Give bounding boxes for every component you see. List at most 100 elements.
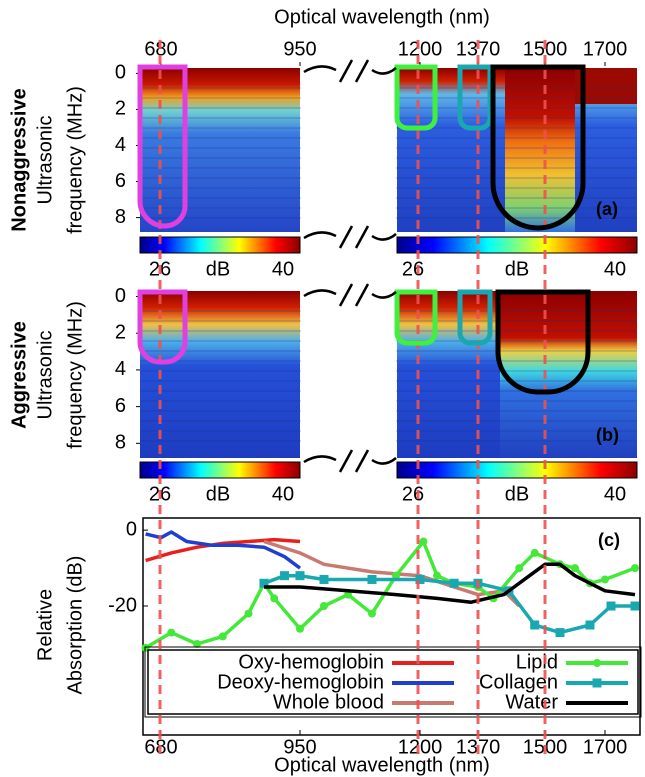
marker bbox=[368, 609, 376, 618]
y-axis-title: Ultrasonic bbox=[34, 116, 56, 205]
heatmap-image bbox=[500, 291, 637, 458]
colorbar-tick-label: 40 bbox=[604, 483, 626, 505]
legend-marker bbox=[593, 659, 601, 667]
y-tick-label: -20 bbox=[108, 594, 137, 616]
marker bbox=[244, 609, 253, 618]
box bbox=[137, 64, 188, 229]
marker bbox=[270, 594, 279, 603]
colorbar bbox=[396, 461, 638, 479]
y-axis-title: Absorption (dB) bbox=[64, 556, 86, 695]
marker bbox=[259, 578, 269, 588]
heatmap-gap bbox=[301, 289, 396, 460]
marker bbox=[585, 620, 595, 630]
y-tick-label: 0 bbox=[115, 62, 126, 84]
y-tick-label: 6 bbox=[115, 395, 126, 417]
y-axis-title: Ultrasonic bbox=[34, 331, 56, 420]
y-tick-label: 0 bbox=[126, 518, 137, 540]
marker bbox=[630, 601, 640, 611]
y-axis-title: frequency (MHz) bbox=[64, 86, 86, 234]
y-tick-label: 4 bbox=[115, 358, 126, 380]
group-label: Aggressive bbox=[8, 321, 30, 429]
y-tick-label: 6 bbox=[115, 170, 126, 192]
marker bbox=[415, 574, 425, 584]
marker bbox=[296, 624, 304, 633]
legend-marker bbox=[592, 678, 602, 688]
marker bbox=[193, 639, 202, 648]
overlay bbox=[137, 40, 591, 760]
colorbar-label: dB bbox=[505, 258, 529, 280]
marker bbox=[631, 564, 639, 573]
box bbox=[457, 64, 493, 131]
x-axis-title: Optical wavelength (nm) bbox=[274, 6, 490, 28]
colorbar bbox=[139, 461, 301, 479]
marker bbox=[319, 574, 329, 584]
x-tick-label: 1200 bbox=[398, 736, 443, 758]
heatmap-image bbox=[140, 291, 300, 458]
x-tick-label: 950 bbox=[283, 736, 316, 758]
heatmap-image bbox=[505, 68, 575, 232]
heatmap-gap bbox=[301, 66, 396, 234]
marker bbox=[449, 578, 459, 588]
marker bbox=[167, 628, 176, 637]
colorbar-tick-label: 40 bbox=[604, 258, 626, 280]
heatmap-image bbox=[140, 68, 300, 232]
marker bbox=[320, 602, 328, 611]
colorbar bbox=[139, 236, 301, 254]
marker bbox=[530, 620, 540, 630]
legend-label: Water bbox=[505, 691, 558, 713]
x-tick-label: 1700 bbox=[583, 38, 628, 60]
y-tick-label: 4 bbox=[115, 134, 126, 156]
box bbox=[495, 289, 591, 395]
legend-label: Deoxy-hemoglobin bbox=[217, 671, 384, 693]
legend-label: Lipid bbox=[516, 651, 558, 673]
colorbar-label: dB bbox=[206, 258, 230, 280]
marker bbox=[280, 571, 290, 581]
marker bbox=[419, 537, 428, 546]
box bbox=[137, 289, 188, 365]
series-line bbox=[264, 562, 636, 604]
y-tick-label: 2 bbox=[115, 321, 126, 343]
marker bbox=[295, 571, 305, 581]
y-tick-label: 8 bbox=[115, 432, 126, 454]
x-tick-label: 1500 bbox=[523, 38, 568, 60]
marker bbox=[601, 575, 609, 584]
x-tick-label: 950 bbox=[283, 38, 316, 60]
colorbar-label: dB bbox=[505, 483, 529, 505]
axis-break bbox=[303, 225, 397, 249]
group-label: Nonaggressive bbox=[8, 88, 30, 231]
marker bbox=[392, 571, 400, 580]
marker bbox=[555, 628, 565, 638]
colorbar bbox=[396, 236, 638, 254]
x-axis-title: Optical wavelength (nm) bbox=[274, 754, 490, 776]
marker bbox=[530, 548, 539, 557]
marker bbox=[367, 574, 377, 584]
colorbar-tick-label: 40 bbox=[272, 258, 294, 280]
box bbox=[394, 289, 438, 346]
y-tick-label: 0 bbox=[115, 285, 126, 307]
legend-label: Whole blood bbox=[273, 691, 384, 713]
colorbar-tick-label: 26 bbox=[402, 483, 424, 505]
y-axis-title: Relative bbox=[34, 589, 56, 661]
panel-label: (c) bbox=[598, 530, 620, 550]
y-tick-label: 2 bbox=[115, 98, 126, 120]
legend-frame bbox=[144, 646, 642, 718]
panel-label: (b) bbox=[596, 425, 619, 445]
axis-break bbox=[303, 283, 397, 307]
colorbar-tick-label: 40 bbox=[272, 483, 294, 505]
marker bbox=[515, 564, 524, 573]
region-boxes bbox=[137, 64, 591, 395]
box bbox=[490, 64, 586, 231]
series-line bbox=[145, 530, 302, 570]
colorbar-tick-label: 26 bbox=[402, 258, 424, 280]
series-line bbox=[145, 537, 301, 563]
y-tick-label: 8 bbox=[115, 206, 126, 228]
x-tick-label: 1370 bbox=[456, 38, 501, 60]
box bbox=[457, 289, 493, 346]
legend-label: Oxy-hemoglobin bbox=[238, 651, 384, 673]
x-tick-label: 1700 bbox=[583, 736, 628, 758]
x-tick-label: 680 bbox=[144, 38, 177, 60]
x-tick-label: 1200 bbox=[398, 38, 443, 60]
marker bbox=[606, 601, 616, 611]
